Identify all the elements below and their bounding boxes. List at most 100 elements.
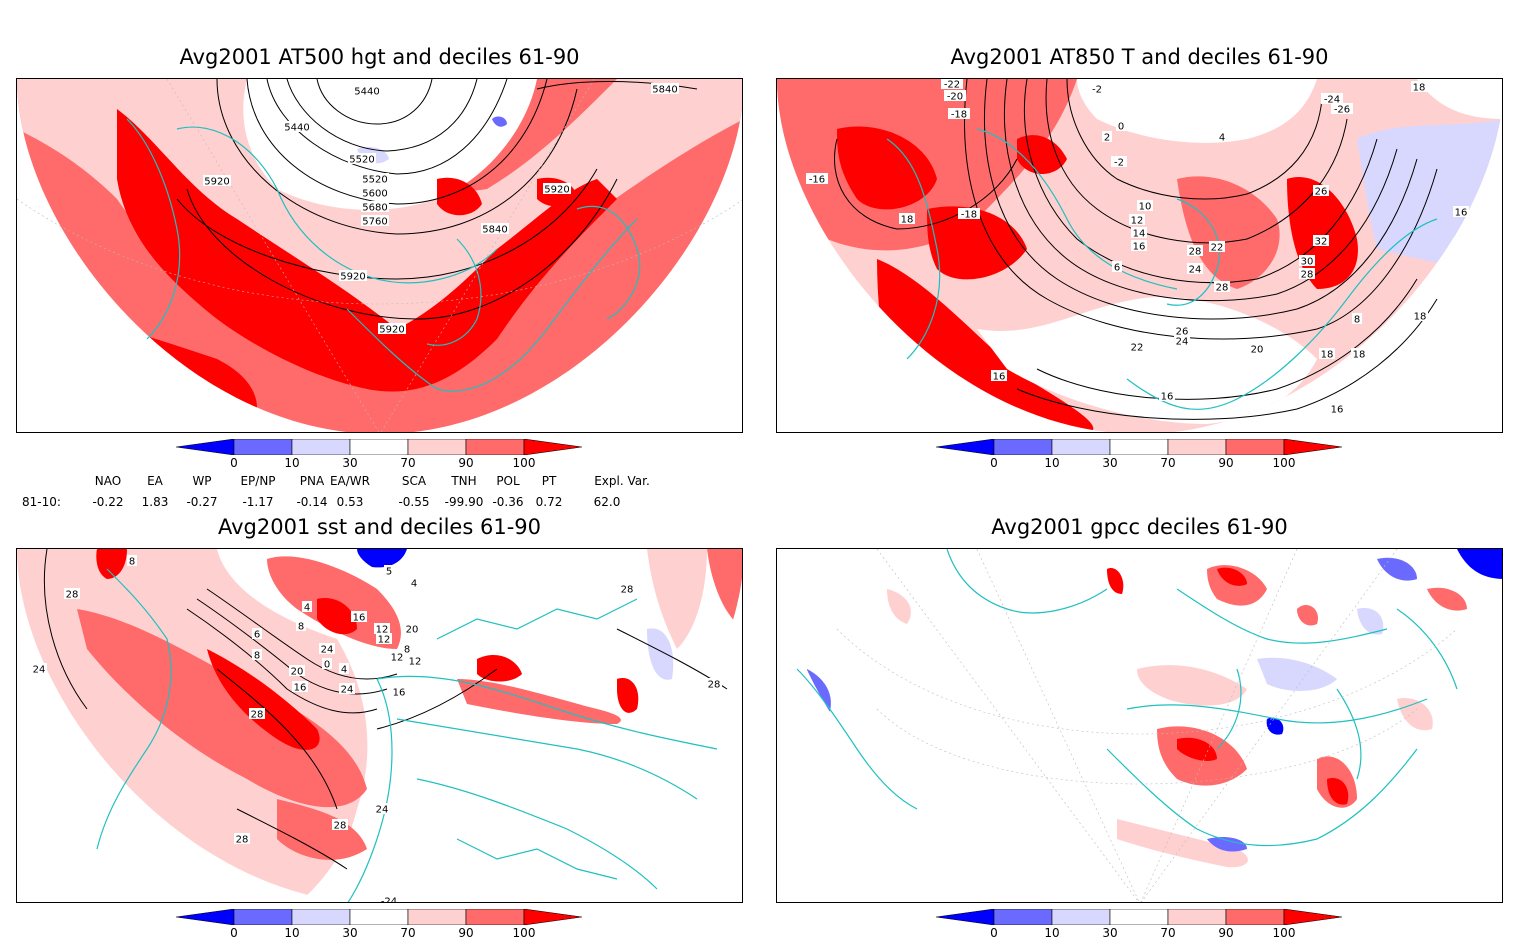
svg-text:18: 18 <box>1414 312 1427 323</box>
index-value: -0.36 <box>492 495 524 509</box>
contour-label: 12 <box>407 655 423 668</box>
index-value: 0.72 <box>535 495 563 509</box>
contour-label: 28 <box>619 583 635 596</box>
contour-label: -24 <box>1321 93 1343 106</box>
index-value: -0.14 <box>296 495 328 509</box>
colorbar-swatch <box>233 438 293 456</box>
svg-text:12: 12 <box>378 635 391 646</box>
contour-label: 28 <box>706 678 722 691</box>
index-header: EA <box>147 474 163 488</box>
svg-text:24: 24 <box>1176 337 1189 348</box>
colorbar-hgt500: 0 10 30 70 90 100 <box>175 438 586 479</box>
colorbar-tick-label: 70 <box>400 456 416 470</box>
colorbar-swatch <box>291 438 351 456</box>
colorbar-swatch <box>233 908 293 926</box>
colorbar-swatch <box>1167 438 1227 456</box>
contour-label: 20 <box>289 665 305 678</box>
contour-label: -18 <box>948 108 970 121</box>
index-header: NAO <box>94 474 122 488</box>
svg-text:8: 8 <box>1354 315 1360 326</box>
index-header: EP/NP <box>240 474 276 488</box>
colorbar-tick-label: 10 <box>1044 456 1060 470</box>
contour-label: 12 <box>374 623 390 636</box>
svg-text:28: 28 <box>251 710 264 721</box>
contour-label: 12 <box>1129 214 1145 227</box>
contour-label: 8 <box>252 649 262 662</box>
svg-text:16: 16 <box>993 372 1006 383</box>
contour-label: 26 <box>1313 185 1329 198</box>
colorbar-swatch <box>1283 438 1343 456</box>
svg-text:28: 28 <box>621 585 634 596</box>
contour-label: 24 <box>319 643 335 656</box>
colorbar-tick-label: 10 <box>1044 926 1060 940</box>
index-value: -99.90 <box>444 495 484 509</box>
contour-label: 28 <box>1187 245 1203 258</box>
colorbar-tick-label: 70 <box>1160 926 1176 940</box>
colorbar-swatch <box>175 438 235 456</box>
index-value: -0.55 <box>398 495 430 509</box>
colorbar-swatch <box>935 438 995 456</box>
svg-text:22: 22 <box>1211 243 1224 254</box>
contour-label: 24 <box>339 683 355 696</box>
contour-label: 28 <box>234 833 250 846</box>
index-header: PNA <box>299 474 325 488</box>
contour-label: 0 <box>322 658 332 671</box>
svg-text:5440: 5440 <box>284 123 309 134</box>
svg-text:28: 28 <box>708 680 721 691</box>
contour-label: -2 <box>1111 156 1127 169</box>
svg-text:5920: 5920 <box>379 325 404 336</box>
svg-text:24: 24 <box>321 645 334 656</box>
contour-label: 16 <box>1453 206 1469 219</box>
colorbar-tick-label: 70 <box>400 926 416 940</box>
colorbar-tick-label: 70 <box>1160 456 1176 470</box>
colorbar-swatches <box>935 908 1343 926</box>
contour-label: 5 <box>384 565 394 578</box>
colorbar-sst: 0 10 30 70 90 100 <box>175 908 586 940</box>
contour-label: 24 <box>374 803 390 816</box>
index-header: TNH <box>451 474 477 488</box>
svg-text:4: 4 <box>411 579 417 590</box>
colorbar-swatch <box>1109 908 1169 926</box>
contour-label: -22 <box>941 79 963 91</box>
svg-text:5920: 5920 <box>204 177 229 188</box>
contour-label: 18 <box>1412 310 1428 323</box>
svg-text:16: 16 <box>294 683 307 694</box>
svg-text:-26: -26 <box>1334 105 1350 116</box>
contour-label: 5520 <box>361 173 389 186</box>
svg-text:6: 6 <box>1114 263 1120 274</box>
contour-label: 12 <box>389 651 405 664</box>
contour-label: 4 <box>302 601 312 614</box>
svg-text:28: 28 <box>66 590 79 601</box>
colorbar-swatch <box>407 908 467 926</box>
colorbar-swatch <box>523 908 583 926</box>
contour-label: 6 <box>1112 261 1122 274</box>
colorbar-swatch <box>1225 438 1285 456</box>
contour-label: 4 <box>339 663 349 676</box>
colorbar-swatches <box>175 438 583 456</box>
colorbar-swatch <box>993 438 1053 456</box>
svg-text:28: 28 <box>1189 247 1202 258</box>
svg-text:5920: 5920 <box>340 272 365 283</box>
contour-label: 5840 <box>651 83 679 96</box>
svg-text:-20: -20 <box>947 92 963 103</box>
svg-text:24: 24 <box>341 685 354 696</box>
colorbar-tick-label: 30 <box>1102 926 1118 940</box>
svg-text:2: 2 <box>1104 133 1110 144</box>
contour-label: 8 <box>1352 313 1362 326</box>
contour-label: 5920 <box>203 175 231 188</box>
contour-label: 28 <box>332 819 348 832</box>
svg-text:18: 18 <box>901 215 914 226</box>
colorbar-tick-label: 90 <box>1218 456 1234 470</box>
svg-text:26: 26 <box>1176 327 1189 338</box>
svg-text:24: 24 <box>1189 265 1202 276</box>
contour-label: 28 <box>1214 281 1230 294</box>
svg-text:16: 16 <box>1161 392 1174 403</box>
svg-text:16: 16 <box>1133 242 1146 253</box>
colorbar-swatch <box>407 438 467 456</box>
contour-label: 2 <box>1102 131 1112 144</box>
contour-label: -26 <box>1331 103 1353 116</box>
contour-label: 5920 <box>543 183 571 196</box>
contour-label: 24 <box>1174 335 1190 348</box>
contour-label: 16 <box>1131 240 1147 253</box>
svg-text:30: 30 <box>1301 257 1314 268</box>
